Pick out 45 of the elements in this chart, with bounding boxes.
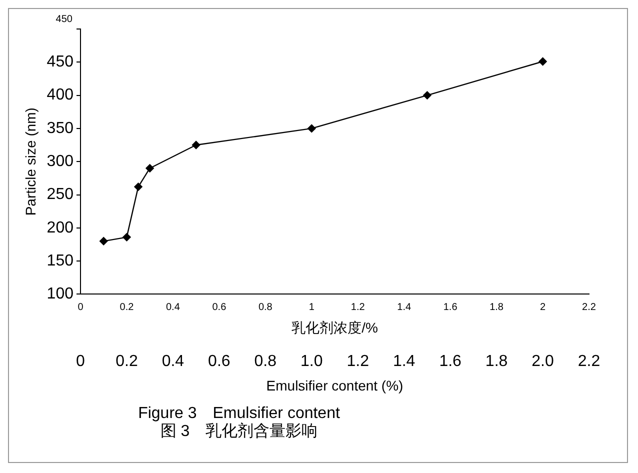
x2-tick-label: 1.2 [350,302,366,313]
point [423,91,432,100]
x2-tick-label: 0 [78,302,84,313]
x-tick-label: 1.4 [392,353,416,370]
y-tick-label: 350 [46,120,74,137]
y-tick-label: 100 [46,286,74,303]
y-tick-label: 450 [46,54,74,71]
y-tick-label: 400 [46,86,74,104]
point [100,237,108,246]
x-tick-label: 1.2 [346,353,370,370]
x2-tick-label: 1 [308,302,315,313]
x2-tick-label: 0.8 [258,302,273,313]
y-axis-title: Particle size (nm) [22,108,38,216]
x2-tick-label: 2 [540,302,546,313]
x-tick-label: 2.0 [532,353,554,370]
x-tick-label: 0.2 [116,353,138,370]
x-tick-label: 1.6 [439,353,462,370]
x-tick-label: 1.0 [300,353,323,370]
x-tick-label: 0.8 [254,353,277,370]
x-tick-label: 0 [76,353,86,370]
x2-tick-label: 1.8 [490,302,504,313]
x-tick-label: 1.8 [485,353,508,370]
x2-tick-label: 1.4 [397,302,412,313]
text: Figure 3 Emulsifier content [137,405,341,422]
y-tick-label: 250 [46,186,74,204]
point [538,57,547,66]
point [122,233,131,242]
y-tick-label: 150 [46,252,74,270]
y-tick-label: 300 [46,153,74,170]
x-tick-label: 0.6 [208,353,230,370]
x-tick-label: 2.2 [578,353,600,370]
point [146,164,154,172]
text: 图 3 乳化剂含量影响 [159,423,319,441]
x2-tick-label: 1.6 [443,302,458,313]
point [134,182,142,191]
x2-axis-title: 乳化剂浓度/% [292,319,378,336]
x2-tick-label: 2.2 [582,302,596,313]
point [308,124,316,133]
x2-tick-label: 0.6 [212,302,227,313]
x-tick-label: 0.4 [162,353,184,370]
x2-tick-label: 0.2 [120,302,134,313]
point [192,140,200,150]
y-tick-label: 200 [46,219,74,236]
x2-tick-label: 0.4 [166,302,180,313]
x-axis-title: Emulsifier content (%) [266,377,404,394]
